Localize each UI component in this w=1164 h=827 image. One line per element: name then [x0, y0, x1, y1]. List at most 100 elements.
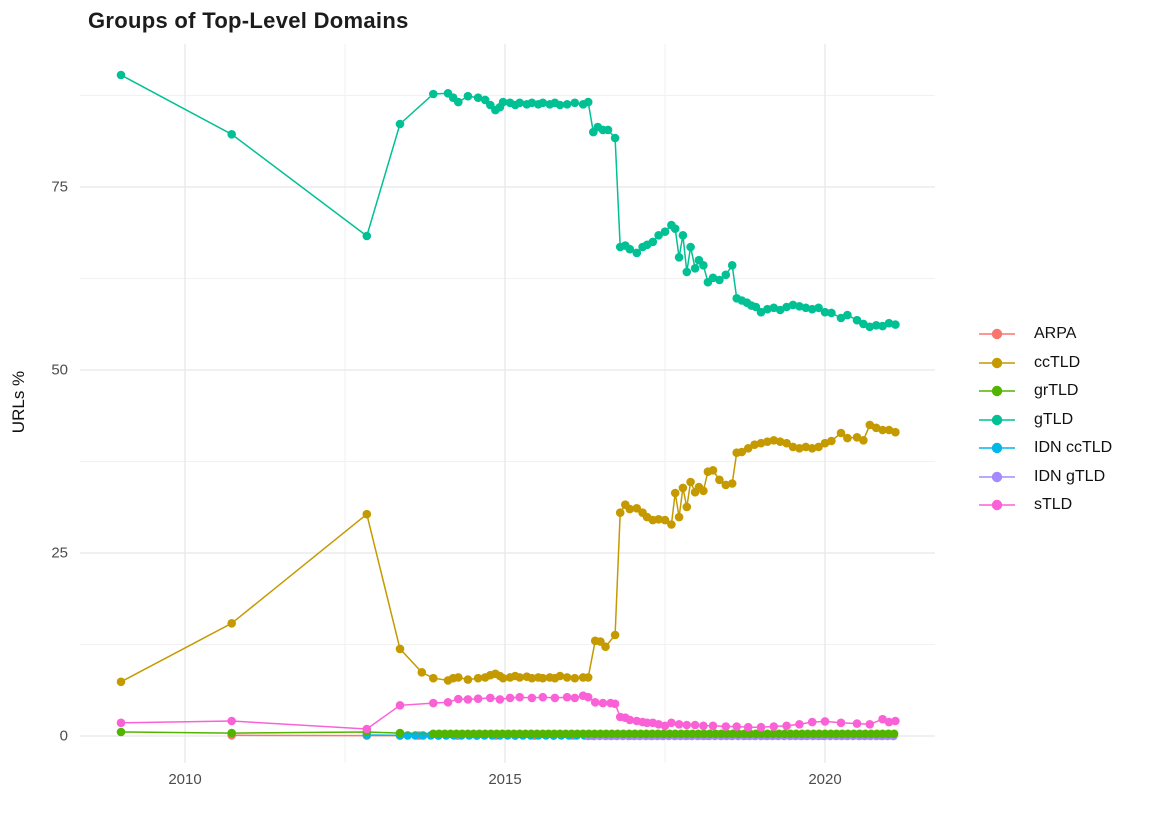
data-point — [756, 307, 766, 317]
data-point — [674, 252, 684, 262]
data-point — [721, 270, 731, 280]
data-point — [583, 97, 593, 107]
gridlines — [80, 44, 935, 763]
data-point — [763, 437, 772, 447]
data-point — [721, 480, 731, 490]
data-point — [654, 231, 663, 240]
data-point — [538, 692, 548, 702]
data-point — [699, 486, 708, 496]
data-point — [708, 721, 718, 731]
data-point — [610, 133, 620, 143]
data-point — [769, 722, 779, 731]
data-point — [727, 479, 737, 488]
data-point — [682, 267, 692, 277]
legend-item-stld: sTLD — [978, 491, 1112, 520]
legend-key-icon — [979, 386, 1015, 397]
data-point — [686, 242, 695, 252]
data-point — [878, 321, 887, 331]
data-point — [670, 488, 680, 498]
data-point — [836, 718, 846, 728]
data-point — [756, 722, 766, 732]
data-point — [660, 721, 670, 731]
legend-label: grTLD — [1034, 382, 1079, 400]
legend-item-idn-gtld: IDN gTLD — [978, 463, 1112, 492]
data-point — [820, 717, 830, 726]
data-point — [598, 698, 608, 708]
data-point — [660, 515, 670, 525]
data-point — [116, 677, 126, 687]
data-point — [763, 304, 772, 314]
data-point — [721, 722, 731, 731]
data-point — [463, 695, 473, 704]
data-point — [715, 275, 724, 285]
x-tick-label: 2020 — [808, 771, 842, 788]
data-point — [878, 425, 887, 435]
data-point — [648, 237, 658, 247]
data-point — [807, 304, 817, 314]
legend-label: ARPA — [1034, 325, 1077, 343]
data-point — [814, 303, 823, 313]
data-point — [852, 719, 862, 728]
data-point — [674, 720, 684, 729]
data-point — [843, 310, 852, 320]
data-point — [891, 320, 900, 329]
data-point — [807, 444, 817, 453]
data-point — [395, 644, 405, 654]
data-point — [743, 444, 753, 453]
data-point — [795, 720, 804, 729]
data-point — [732, 722, 741, 731]
data-point — [788, 442, 798, 452]
data-point — [527, 673, 537, 683]
data-point — [498, 673, 508, 683]
legend-key-icon — [979, 357, 1015, 368]
data-point — [737, 447, 747, 457]
data-point — [515, 673, 524, 682]
data-point — [227, 130, 236, 139]
data-point — [690, 720, 700, 730]
data-point — [699, 721, 708, 731]
data-point — [686, 477, 695, 487]
data-point — [836, 313, 846, 323]
data-point — [473, 673, 483, 683]
data-point — [527, 693, 537, 703]
data-point — [782, 438, 791, 448]
data-point — [395, 119, 405, 129]
legend-item-gtld: gTLD — [978, 406, 1112, 435]
y-tick-label: 0 — [59, 727, 68, 745]
data-point — [715, 475, 724, 485]
data-point — [782, 721, 791, 731]
data-point — [515, 692, 524, 702]
legend-item-arpa: ARPA — [978, 320, 1112, 349]
data-point — [555, 100, 565, 110]
data-point — [871, 321, 881, 330]
data-point — [463, 675, 473, 684]
data-point — [884, 717, 894, 727]
data-point — [727, 261, 737, 270]
data-point — [674, 512, 684, 522]
data-point — [891, 427, 900, 437]
legend-item-cctld: ccTLD — [978, 349, 1112, 378]
series-grtld — [116, 727, 899, 739]
data-point — [682, 720, 692, 730]
data-point — [820, 307, 830, 317]
data-point — [583, 673, 593, 682]
legend-label: ccTLD — [1034, 353, 1081, 371]
x-tick-label: 2010 — [168, 771, 202, 788]
y-tick-label: 50 — [51, 361, 68, 379]
data-point — [775, 305, 785, 315]
data-point — [429, 89, 438, 99]
data-point — [463, 91, 473, 101]
data-point — [562, 692, 572, 702]
data-point — [769, 436, 779, 445]
data-point — [454, 694, 463, 704]
data-point — [667, 520, 676, 529]
legend-label: IDN ccTLD — [1034, 439, 1113, 457]
legend-item-idn-cctld: IDN ccTLD — [978, 434, 1112, 463]
data-point — [632, 248, 642, 258]
data-point — [603, 125, 613, 135]
data-point — [601, 642, 610, 651]
data-point — [550, 693, 560, 703]
data-point — [690, 264, 700, 273]
data-point — [116, 727, 126, 737]
